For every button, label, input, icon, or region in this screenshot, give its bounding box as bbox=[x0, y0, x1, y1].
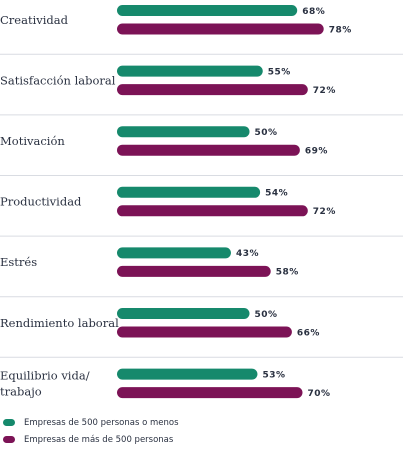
value-label-1-6: 70% bbox=[308, 389, 331, 399]
bar-0-2 bbox=[117, 126, 250, 138]
value-label-1-5: 66% bbox=[297, 328, 320, 338]
bar-1-5 bbox=[117, 326, 292, 338]
legend-label-large-companies: Empresas de más de 500 personas bbox=[24, 434, 174, 445]
bar-1-0 bbox=[117, 23, 324, 35]
value-label-1-0: 78% bbox=[329, 25, 352, 35]
bar-1-3 bbox=[117, 205, 308, 217]
category-label-4: Estrés bbox=[0, 255, 37, 269]
legend-label-small-companies: Empresas de 500 personas o menos bbox=[24, 417, 179, 428]
value-label-0-6: 53% bbox=[262, 370, 285, 380]
bar-0-5 bbox=[117, 308, 250, 319]
bar-chart: Creatividad 68% 78% Satisfacción laboral 55%… bbox=[0, 5, 403, 399]
category-label-5: Rendimiento laboral bbox=[0, 316, 119, 330]
value-label-0-2: 50% bbox=[255, 128, 278, 138]
value-label-0-1: 55% bbox=[268, 67, 291, 77]
legend-swatch-small-companies bbox=[3, 419, 15, 426]
bar-0-1 bbox=[117, 65, 263, 77]
bar-0-3 bbox=[117, 186, 261, 198]
bar-1-1 bbox=[117, 84, 308, 96]
value-label-0-0: 68% bbox=[302, 7, 325, 17]
bar-0-0 bbox=[117, 5, 298, 16]
bar-1-4 bbox=[117, 265, 271, 277]
value-label-1-3: 72% bbox=[313, 207, 336, 217]
legend-item-large-companies: Empresas de más de 500 personas bbox=[0, 431, 403, 448]
value-label-1-1: 72% bbox=[313, 86, 336, 96]
category-label-6: Equilibrio vida/trabajo bbox=[0, 368, 90, 398]
legend-item-small-companies: Empresas de 500 personas o menos bbox=[0, 414, 403, 431]
category-label-0: Creatividad bbox=[0, 13, 69, 27]
value-label-0-4: 43% bbox=[236, 249, 259, 259]
value-label-0-3: 54% bbox=[265, 189, 288, 199]
value-label-1-2: 69% bbox=[305, 147, 328, 157]
bar-0-4 bbox=[117, 247, 231, 259]
legend-swatch-large-companies bbox=[3, 436, 15, 443]
bar-0-6 bbox=[117, 368, 258, 380]
value-label-0-5: 50% bbox=[255, 310, 278, 320]
value-label-1-4: 58% bbox=[276, 268, 299, 278]
category-label-2: Motivación bbox=[0, 134, 65, 148]
bar-1-2 bbox=[117, 144, 300, 156]
legend: Empresas de 500 personas o menos Empresa… bbox=[0, 414, 403, 448]
category-label-1: Satisfacción laboral bbox=[0, 73, 116, 87]
category-label-3: Productividad bbox=[0, 195, 82, 209]
bar-1-6 bbox=[117, 387, 303, 399]
